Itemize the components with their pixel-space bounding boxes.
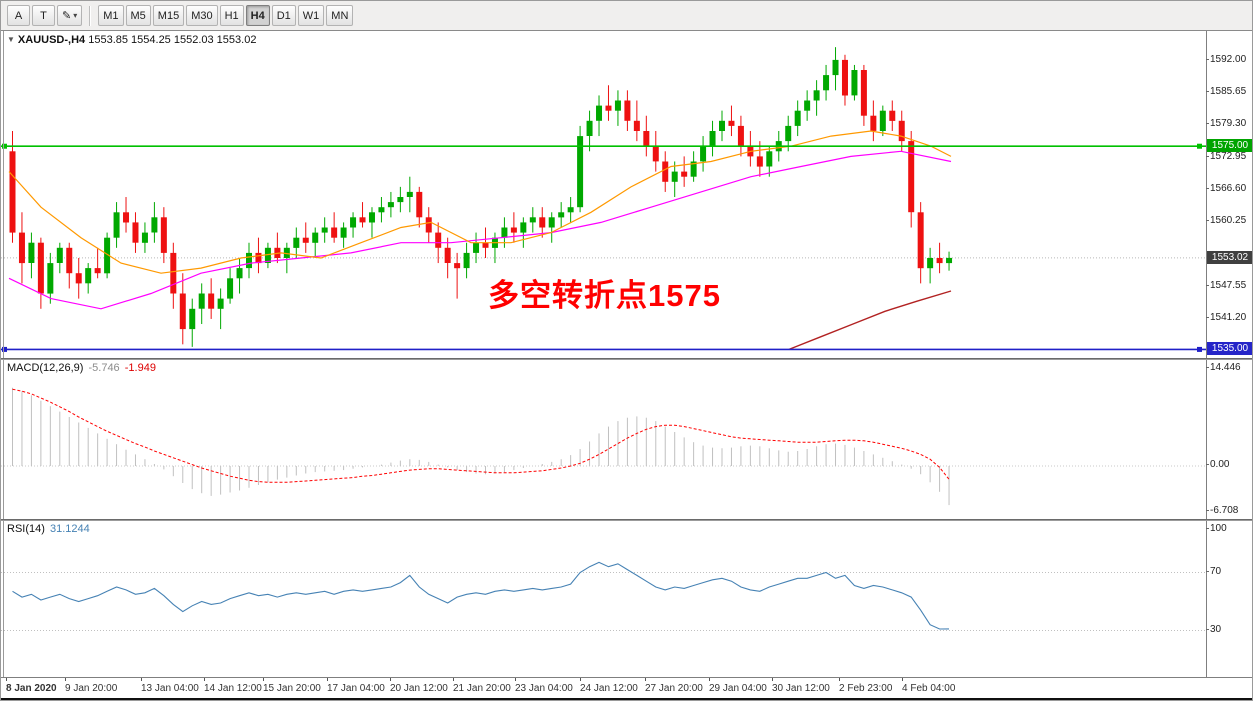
rsi-scale-70: 70: [1205, 566, 1222, 577]
timeframe-button-m30[interactable]: M30: [186, 5, 218, 26]
price-scale-label: 1560.25: [1205, 215, 1247, 227]
window-bottom-edge: [1, 698, 1252, 700]
macd-signal-value: -1.949: [124, 362, 156, 374]
price-scale-label: 1572.95: [1205, 150, 1247, 162]
timeframe-button-h4[interactable]: H4: [245, 5, 270, 26]
time-axis-tick: [141, 678, 142, 681]
current-price-badge: 1553.02: [1207, 250, 1252, 264]
time-axis-tick: [6, 678, 7, 681]
rsi-value: 31.1244: [49, 523, 90, 535]
time-axis-tick: [327, 678, 328, 681]
time-axis-tick: [580, 678, 581, 681]
rsi-scale-100: 100: [1206, 523, 1227, 534]
macd-scale-min: -6.708: [1205, 505, 1239, 516]
timeframe-button-h1[interactable]: H1: [219, 5, 244, 26]
timeframe-button-m15[interactable]: M15: [152, 5, 185, 26]
macd-label: MACD(12,26,9): [7, 362, 84, 374]
price-scale-label: 1566.60: [1205, 182, 1247, 194]
price-scale-label: 1579.30: [1205, 118, 1247, 130]
time-axis-label: 8 Jan 2020: [6, 683, 57, 694]
time-axis-label: 24 Jan 12:00: [580, 683, 638, 694]
price-scale-label: 1541.20: [1205, 311, 1247, 323]
time-axis-label: 15 Jan 20:00: [263, 683, 321, 694]
time-axis-tick: [902, 678, 903, 681]
rsi-panel: RSI(14) 31.1244 100 70 30: [1, 521, 1252, 677]
time-axis-tick: [263, 678, 264, 681]
macd-scale-max: 14.446: [1206, 362, 1241, 373]
pencil-icon: ✎: [62, 10, 72, 22]
chart-annotation-text[interactable]: 多空转折点1575: [488, 278, 721, 313]
chart-ohlc-values: 1553.85 1554.25 1552.03 1553.02: [88, 34, 257, 46]
hline-1575-price-badge: 1575.00: [1207, 139, 1252, 153]
time-axis[interactable]: 8 Jan 2020 9 Jan 20:00 13 Jan 04:00 14 Jan …: [1, 677, 1252, 698]
price-scale-label: 1592.00: [1205, 53, 1247, 65]
macd-panel: MACD(12,26,9) -5.746 -1.949 14.446 0.00 …: [1, 360, 1252, 519]
time-axis-label: 27 Jan 20:00: [645, 683, 703, 694]
chart-left-frame: [3, 31, 4, 677]
time-axis-label: 2 Feb 23:00: [839, 683, 893, 694]
time-axis-label: 9 Jan 20:00: [65, 683, 118, 694]
time-axis-label: 4 Feb 04:00: [902, 683, 956, 694]
toolbar-separator: [89, 5, 92, 26]
rsi-canvas[interactable]: [1, 521, 1253, 677]
rsi-title: RSI(14) 31.1244: [7, 523, 90, 535]
time-axis-tick: [515, 678, 516, 681]
time-axis-tick: [839, 678, 840, 681]
macd-scale-zero: 0.00: [1205, 459, 1230, 470]
time-axis-label: 20 Jan 12:00: [390, 683, 448, 694]
time-axis-label: 29 Jan 04:00: [709, 683, 767, 694]
time-axis-tick: [65, 678, 66, 681]
hline-1535-price-badge: 1535.00: [1207, 342, 1252, 356]
timeframe-button-m5[interactable]: M5: [125, 5, 151, 26]
price-scale-label: 1547.55: [1205, 279, 1247, 291]
main-chart-canvas[interactable]: [1, 31, 1253, 358]
time-axis-tick: [390, 678, 391, 681]
price-scale-separator: [1206, 31, 1207, 677]
draw-tool-button[interactable]: ✎ ▾: [57, 5, 83, 26]
macd-main-value: -5.746: [88, 362, 120, 374]
text-tool-button[interactable]: T: [32, 5, 55, 26]
price-scale-label: 1585.65: [1205, 86, 1247, 98]
chart-symbol: XAUUSD-,H4: [17, 34, 86, 46]
timeframe-buttons: M1 M5 M15 M30 H1 H4 D1 W1 MN: [98, 5, 354, 26]
time-axis-tick: [453, 678, 454, 681]
panel-splitter[interactable]: [1, 358, 1252, 360]
time-axis-label: 30 Jan 12:00: [772, 683, 830, 694]
timeframe-button-mn[interactable]: MN: [326, 5, 354, 26]
time-axis-tick: [709, 678, 710, 681]
time-axis-label: 21 Jan 20:00: [453, 683, 511, 694]
panel-splitter[interactable]: [1, 519, 1252, 521]
main-chart-panel: ▼ XAUUSD-,H4 1553.85 1554.25 1552.03 1553…: [1, 31, 1252, 358]
time-axis-label: 17 Jan 04:00: [327, 683, 385, 694]
timeframe-button-d1[interactable]: D1: [271, 5, 296, 26]
text-label-tool-button[interactable]: A: [7, 5, 30, 26]
time-axis-label: 13 Jan 04:00: [141, 683, 199, 694]
time-axis-label: 23 Jan 04:00: [515, 683, 573, 694]
time-axis-tick: [204, 678, 205, 681]
time-axis-label: 14 Jan 12:00: [204, 683, 262, 694]
rsi-scale-30: 30: [1205, 624, 1222, 635]
collapse-arrow-icon[interactable]: ▼: [7, 35, 15, 44]
timeframe-button-w1[interactable]: W1: [297, 5, 325, 26]
time-axis-tick: [645, 678, 646, 681]
toolbar: A T ✎ ▾ M1 M5 M15 M30 H1 H4 D1 W1 MN: [1, 1, 1252, 31]
macd-title: MACD(12,26,9) -5.746 -1.949: [7, 362, 156, 374]
macd-canvas[interactable]: [1, 360, 1253, 519]
chart-title: ▼ XAUUSD-,H4 1553.85 1554.25 1552.03 1553…: [7, 34, 256, 46]
chevron-down-icon: ▾: [73, 11, 78, 20]
rsi-label: RSI(14): [7, 523, 45, 535]
time-axis-tick: [772, 678, 773, 681]
timeframe-button-m1[interactable]: M1: [98, 5, 124, 26]
